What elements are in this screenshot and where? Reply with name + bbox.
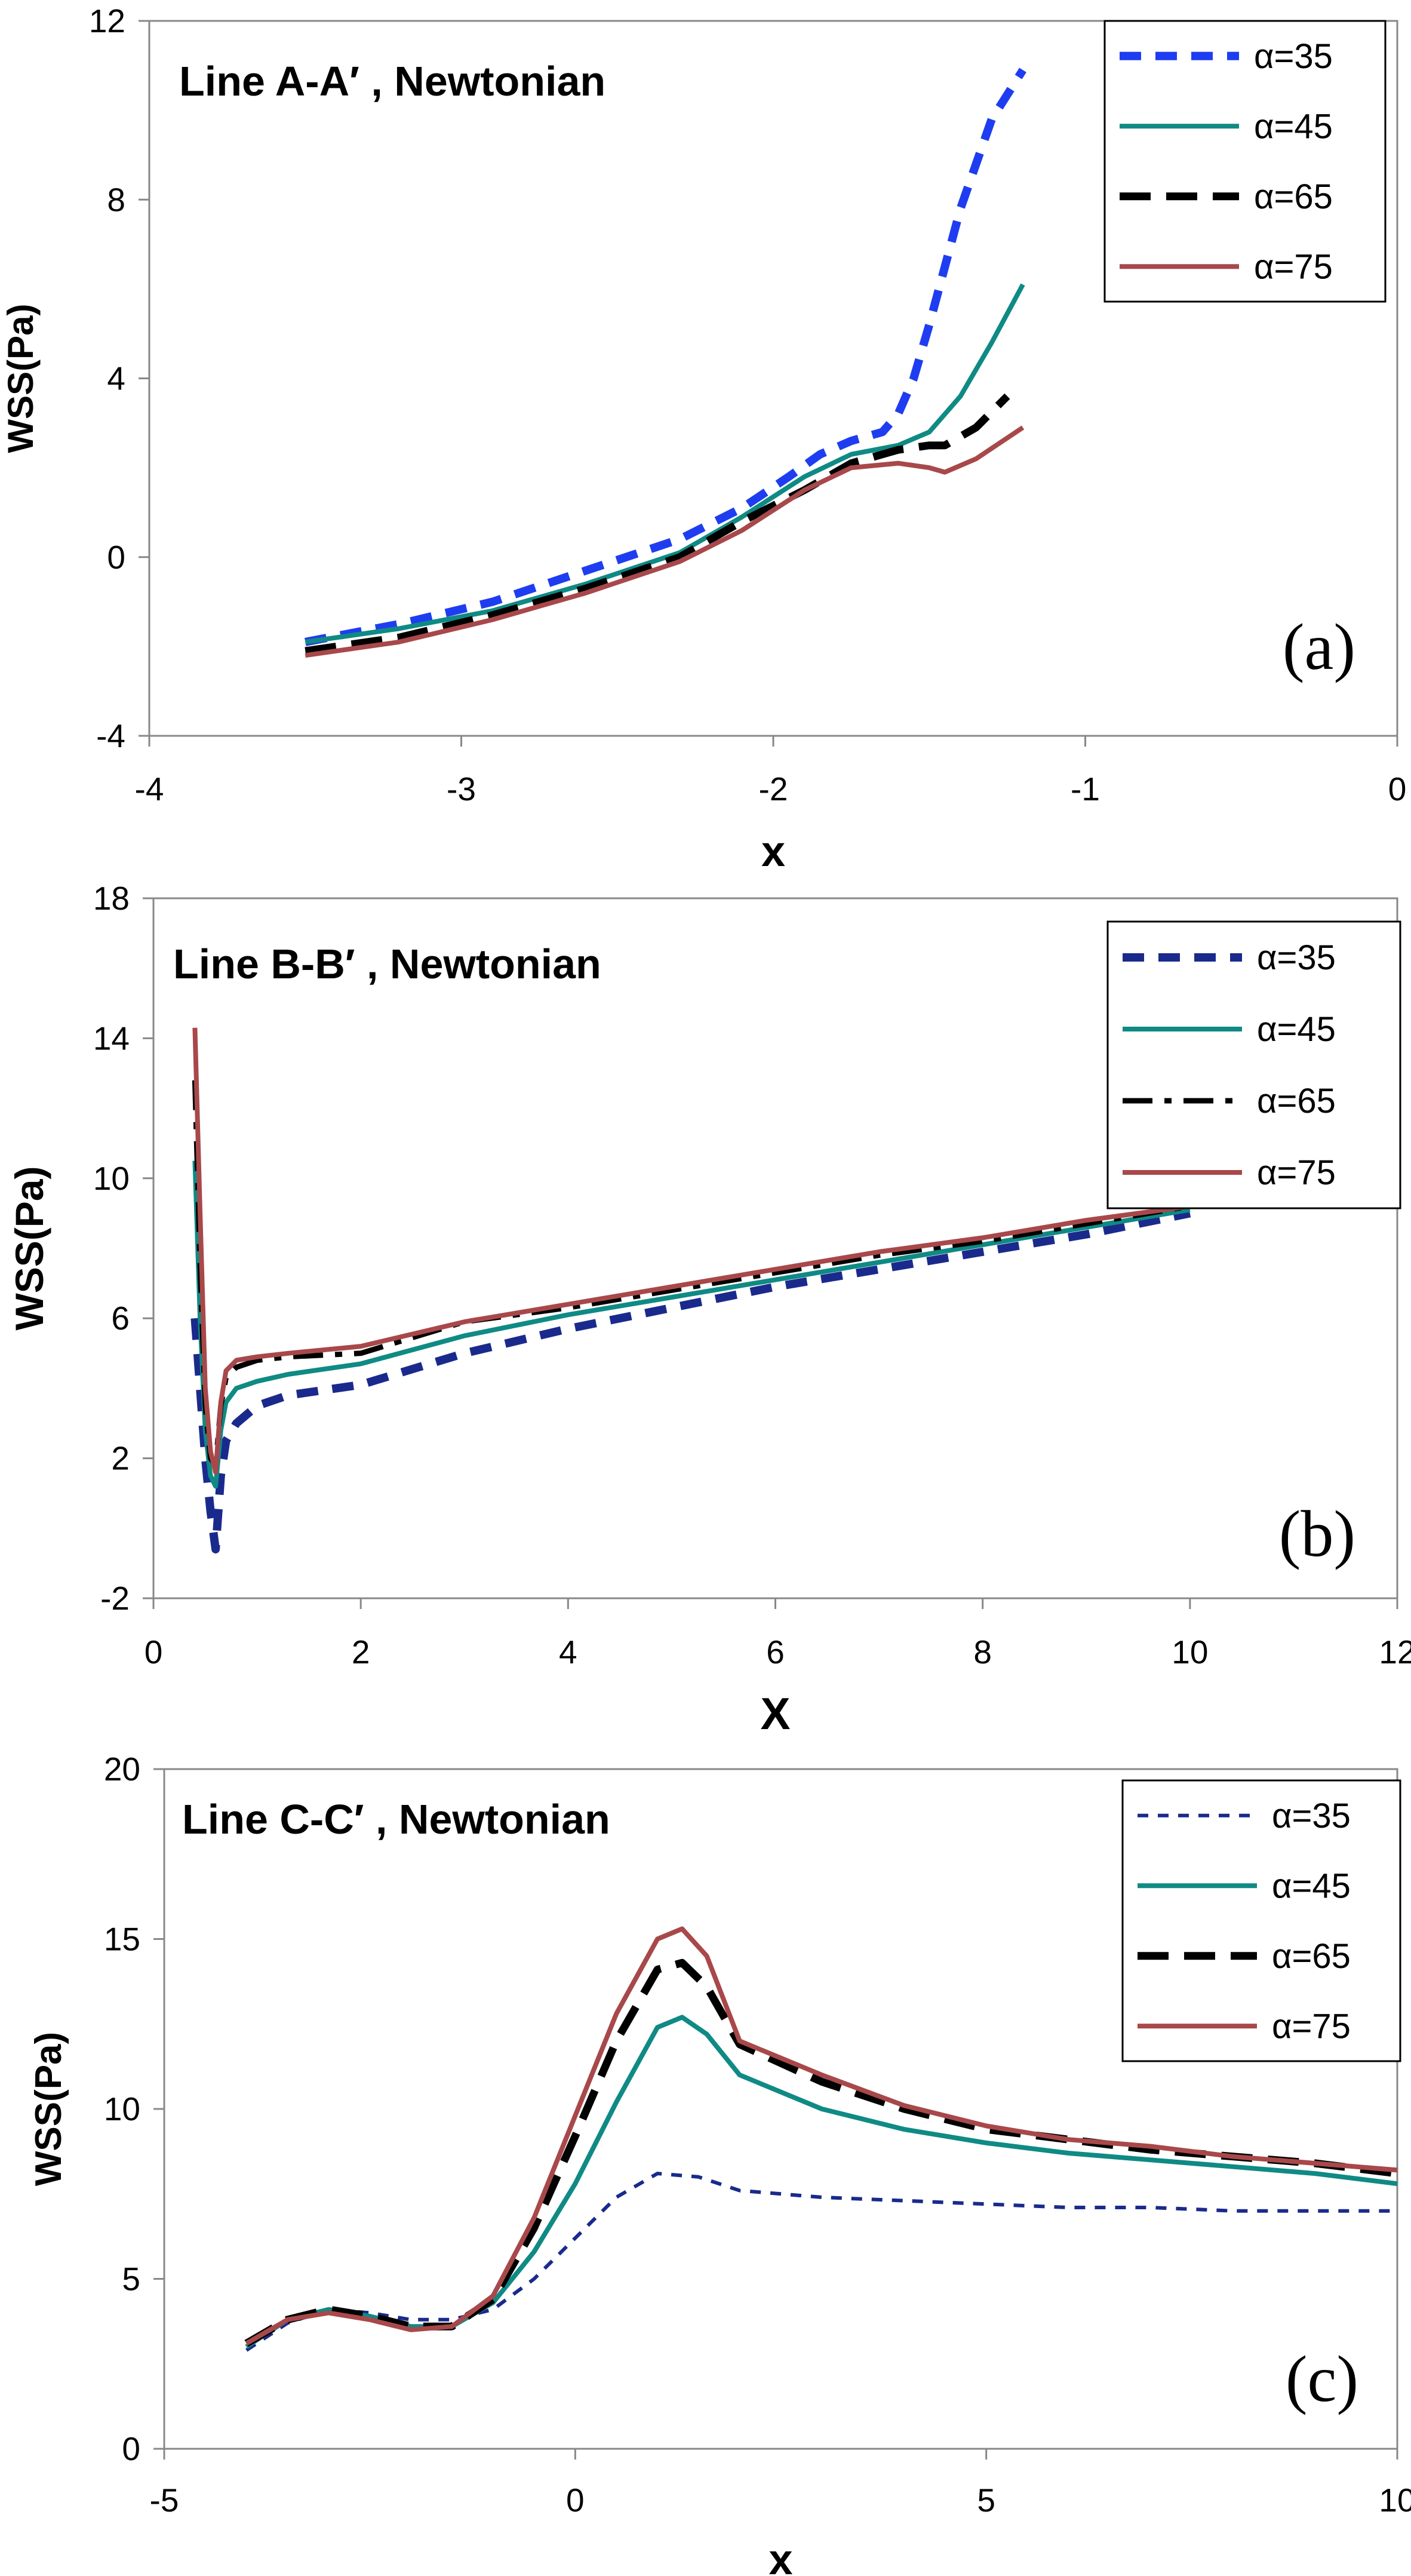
legend-label: α=75 bbox=[1257, 1153, 1336, 1192]
x-tick-label: 0 bbox=[1388, 770, 1407, 808]
y-tick-label: 12 bbox=[89, 2, 125, 39]
legend-label: α=65 bbox=[1272, 1937, 1351, 1976]
x-axis-title: x bbox=[761, 828, 785, 876]
y-tick-label: 20 bbox=[104, 1751, 140, 1788]
chart-title: Line B-B′ , Newtonian bbox=[173, 941, 601, 987]
chart-panel-0: -4 0 4 8 12 -4 -3 -2 -1 0 x WSS(Pa) Line A-A′ , Newt… bbox=[1, 2, 1406, 876]
legend-label: α=35 bbox=[1257, 938, 1336, 977]
legend-label: α=75 bbox=[1254, 247, 1333, 286]
chart-panel-2: 0 5 10 15 20 -5 0 5 10 x WSS(Pa) Line C-C′ , Newton… bbox=[28, 1751, 1411, 2576]
y-tick-label: 6 bbox=[111, 1300, 130, 1337]
x-tick-label: -4 bbox=[135, 770, 164, 808]
y-tick-label: 8 bbox=[107, 181, 125, 218]
chart-title: Line A-A′ , Newtonian bbox=[179, 58, 605, 105]
y-tick-label: 14 bbox=[93, 1020, 130, 1057]
legend-box bbox=[1103, 20, 1387, 303]
x-tick-label: 5 bbox=[977, 2482, 995, 2519]
y-tick-label: 10 bbox=[93, 1160, 130, 1197]
y-axis-title: WSS(Pa) bbox=[7, 1166, 51, 1330]
series-group bbox=[304, 67, 1026, 658]
series-line-0 bbox=[304, 67, 1026, 646]
x-axis-title: x bbox=[768, 2536, 792, 2576]
series-line-0 bbox=[245, 2172, 1397, 2352]
x-tick-label: -5 bbox=[150, 2482, 179, 2519]
legend: α=35 α=45 α=65 α=75 bbox=[1103, 20, 1387, 303]
x-tick-label: 4 bbox=[559, 1634, 577, 1671]
y-tick-label: 4 bbox=[107, 360, 125, 397]
x-tick-label: 8 bbox=[973, 1634, 992, 1671]
legend-box bbox=[1106, 920, 1401, 1209]
y-tick-label: 2 bbox=[111, 1440, 130, 1477]
legend-label: α=65 bbox=[1254, 177, 1333, 216]
y-tick-label: 18 bbox=[93, 880, 130, 917]
y-axis-title: WSS(Pa) bbox=[28, 2032, 69, 2186]
x-tick-label: -2 bbox=[759, 770, 788, 808]
series-line-0 bbox=[190, 1209, 1191, 1553]
series-line-3 bbox=[245, 1926, 1398, 2346]
series-line-3 bbox=[192, 1027, 1191, 1475]
y-tick-label: 10 bbox=[104, 2090, 140, 2127]
y-axis-title: WSS(Pa) bbox=[1, 303, 41, 453]
legend-label: α=35 bbox=[1272, 1797, 1351, 1835]
y-tick-label: -2 bbox=[100, 1580, 130, 1617]
x-tick-label: 6 bbox=[766, 1634, 785, 1671]
x-tick-label: -3 bbox=[447, 770, 476, 808]
x-tick-label: 2 bbox=[352, 1634, 370, 1671]
legend-label: α=65 bbox=[1257, 1082, 1336, 1120]
legend-label: α=45 bbox=[1257, 1010, 1336, 1049]
panel-label: (a) bbox=[1283, 610, 1355, 683]
legend-label: α=45 bbox=[1272, 1866, 1351, 1905]
x-tick-label: 10 bbox=[1379, 2482, 1411, 2519]
x-tick-label: 0 bbox=[566, 2482, 585, 2519]
panel-label: (c) bbox=[1286, 2342, 1358, 2415]
y-tick-label: -4 bbox=[96, 717, 125, 754]
legend-box bbox=[1121, 1779, 1401, 2062]
series-line-1 bbox=[305, 283, 1025, 644]
legend-label: α=75 bbox=[1272, 2007, 1351, 2046]
legend: α=35 α=45 α=65 α=75 bbox=[1121, 1779, 1401, 2062]
chart-title: Line C-C′ , Newtonian bbox=[182, 1796, 610, 1843]
legend: α=35 α=45 α=65 α=75 bbox=[1106, 920, 1401, 1209]
chart-panel-1: -2 2 6 10 14 18 0 2 4 6 8 10 12 X WSS(Pa) Line B-B′ , N… bbox=[7, 880, 1411, 1739]
y-tick-label: 0 bbox=[107, 539, 125, 576]
series-line-3 bbox=[305, 425, 1025, 658]
x-tick-label: 0 bbox=[145, 1634, 163, 1671]
series-group bbox=[190, 1027, 1191, 1553]
x-tick-label: -1 bbox=[1071, 770, 1100, 808]
y-tick-label: 15 bbox=[104, 1921, 140, 1958]
panel-label: (b) bbox=[1279, 1497, 1355, 1570]
x-tick-label: 10 bbox=[1172, 1634, 1208, 1671]
legend-label: α=45 bbox=[1254, 107, 1333, 146]
y-tick-label: 5 bbox=[122, 2261, 140, 2298]
x-axis-title: X bbox=[760, 1688, 790, 1739]
series-group bbox=[244, 1926, 1398, 2352]
legend-label: α=35 bbox=[1254, 37, 1333, 76]
x-tick-label: 12 bbox=[1379, 1634, 1411, 1671]
y-tick-label: 0 bbox=[122, 2430, 140, 2467]
series-line-1 bbox=[192, 1160, 1191, 1489]
